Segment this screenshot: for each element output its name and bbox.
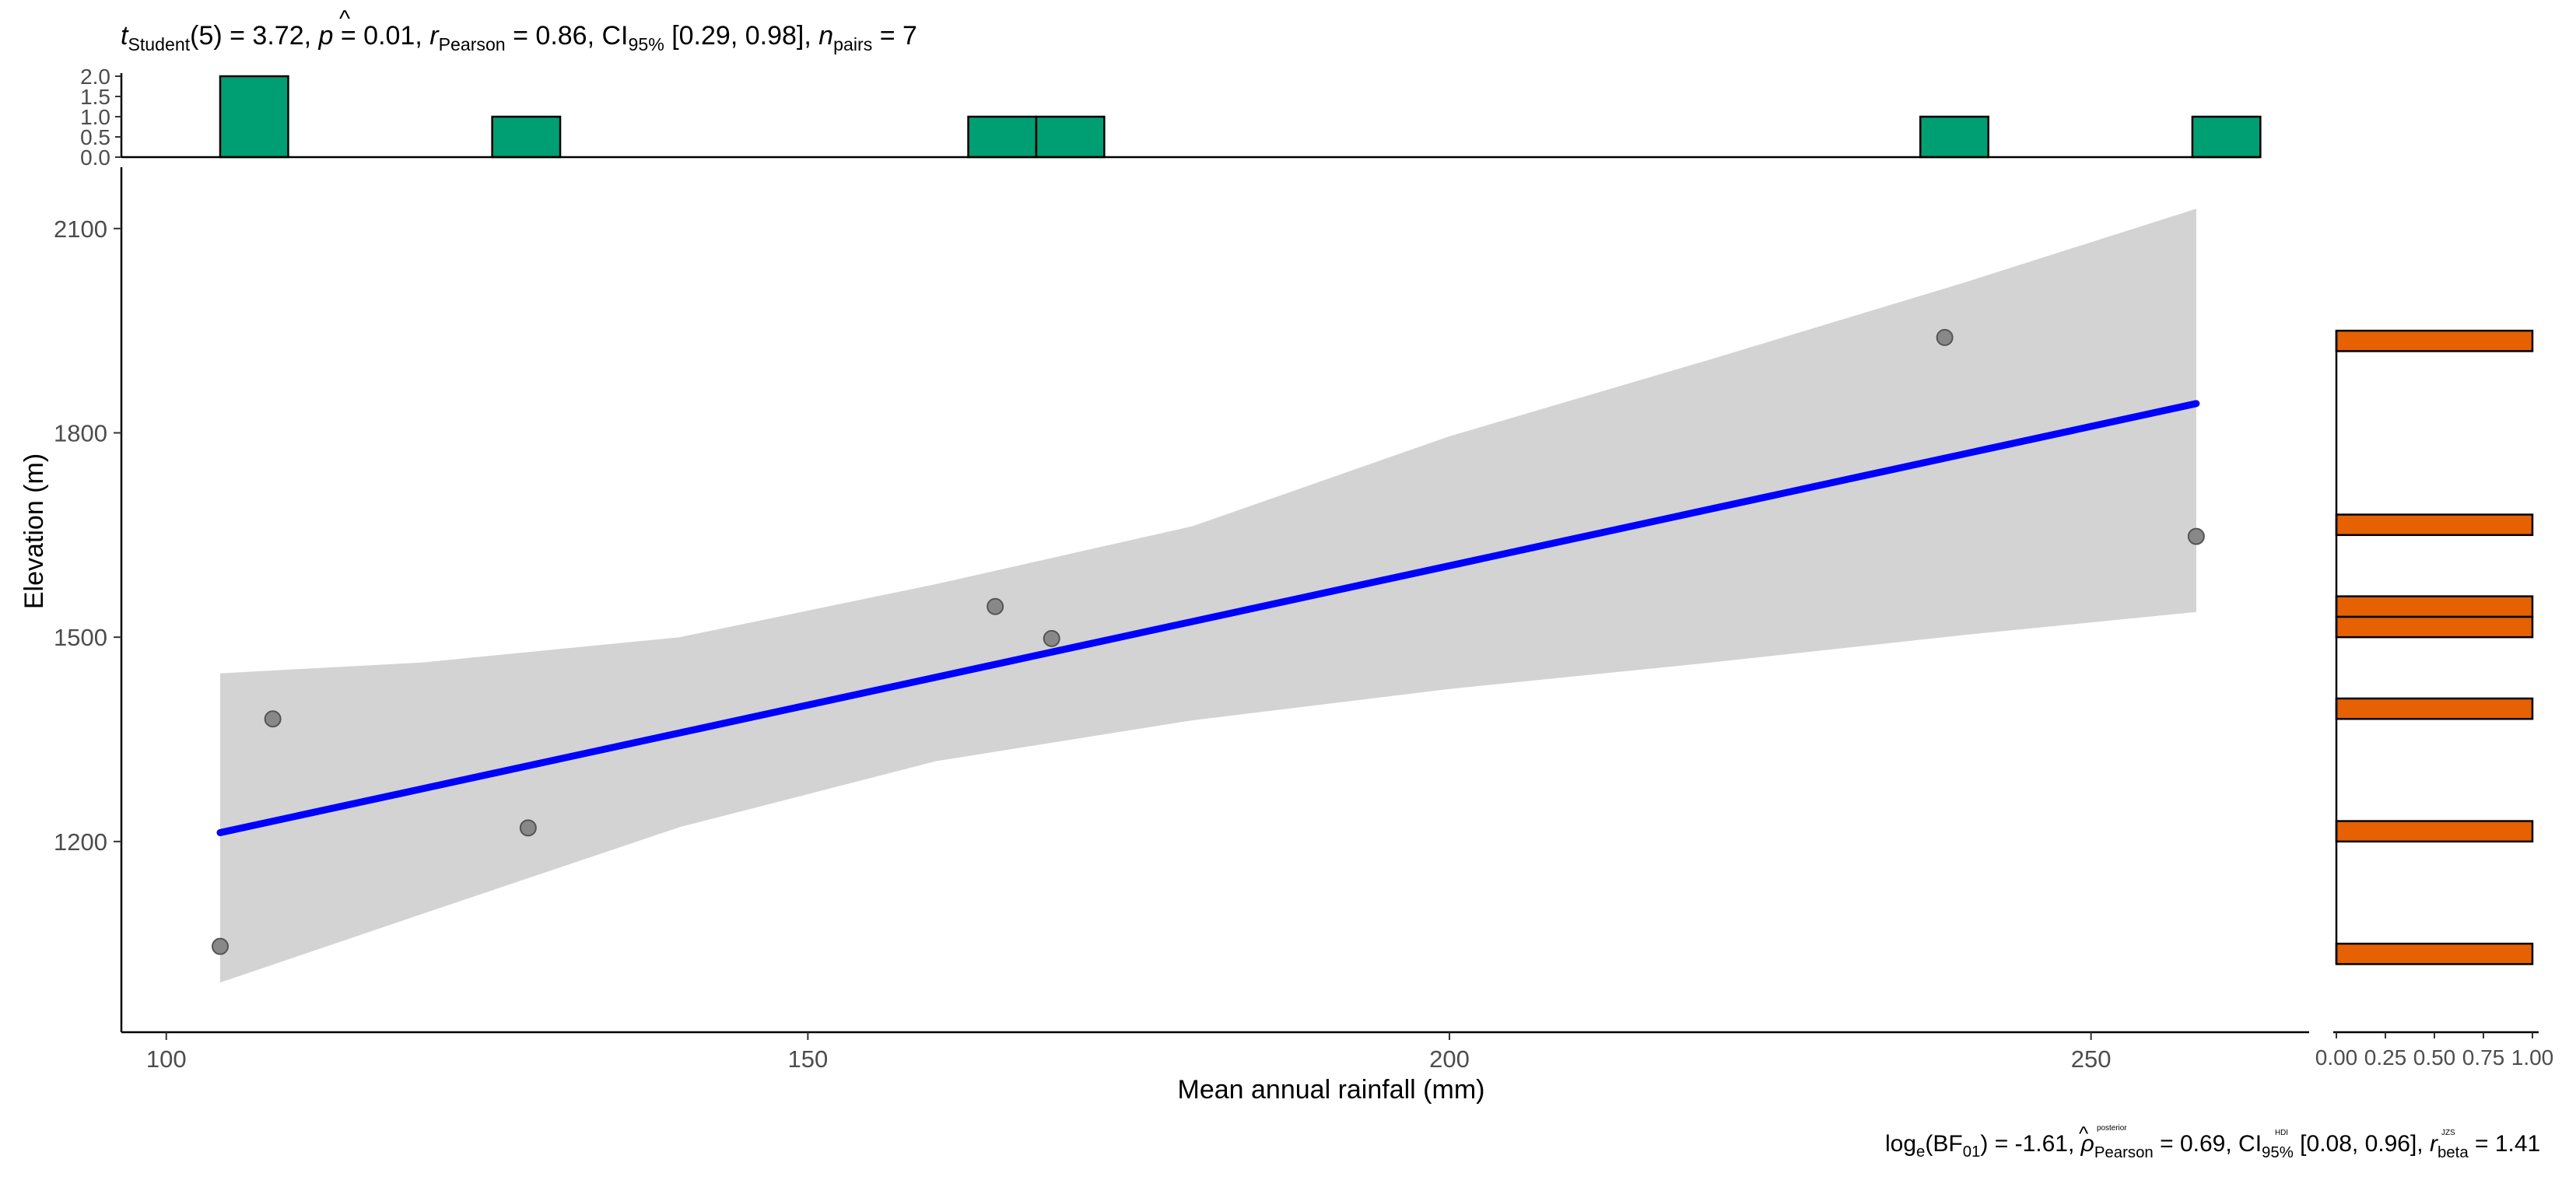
caption-bf: (BF: [1925, 1131, 1962, 1157]
caption-hdi-subscript: 95%: [2262, 1144, 2294, 1161]
y-hist-tick-label-0: 0.00: [2315, 1045, 2358, 1070]
x-tick-label-150: 150: [787, 1045, 828, 1073]
y-hist-tick-label-3: 0.75: [2462, 1045, 2505, 1070]
scatter-panel: 100 150 200 250 1200 1500 1800 2100: [54, 167, 2309, 1073]
x-tick-label-250: 250: [2071, 1045, 2112, 1073]
x-hist-bar-12: [967, 115, 1038, 159]
x-hist-tick-label-2: 1.0: [80, 105, 110, 129]
y-marginal-histogram: 0.00 0.25 0.50 0.75 1.00: [2315, 329, 2554, 1070]
data-points: [211, 328, 2205, 955]
caption-hdi-value: [0.08, 0.96],: [2294, 1131, 2430, 1157]
data-point-1: [211, 937, 229, 955]
x-hist-tick-label-1: 0.5: [80, 125, 110, 149]
p-label: p: [318, 21, 334, 51]
y-tick-label-2100: 2100: [54, 215, 107, 243]
r-label: r: [429, 21, 440, 51]
caption-log-subscript: e: [1916, 1143, 1925, 1161]
caption-r-value: = 1.41: [2469, 1131, 2541, 1157]
y-axis-title: Elevation (m): [19, 453, 49, 609]
n-subscript: pairs: [833, 34, 872, 54]
r-hat-accent: ^: [339, 6, 350, 32]
caption-rho-value: = 0.69, CI: [2154, 1131, 2262, 1157]
caption-rho-hat: ^: [2079, 1122, 2089, 1145]
y-tick-label-1500: 1500: [54, 624, 107, 651]
data-point-4: [987, 597, 1004, 615]
t-value: (5) = 3.72,: [190, 21, 318, 51]
y-hist-bar-22: [2335, 513, 2534, 537]
x-tick-label-100: 100: [146, 1045, 187, 1073]
x-hist-bar-5: [491, 115, 562, 159]
y-tick-label-1800: 1800: [54, 419, 107, 446]
caption-rho-subscript: Pearson: [2094, 1144, 2154, 1161]
data-point-5: [1043, 629, 1060, 647]
regression-line: [216, 400, 2200, 836]
x-hist-tick-label-0: 0.0: [80, 145, 110, 170]
main-axes: 100 150 200 250 1200 1500 1800 2100: [54, 167, 2309, 1073]
y-hist-bar-17: [2335, 615, 2534, 639]
x-hist-bar-13: [1035, 115, 1106, 159]
caption-r: r: [2430, 1131, 2438, 1157]
ci-subscript: 95%: [628, 34, 664, 54]
p-value: = 0.01,: [333, 21, 429, 51]
n-value: = 7: [872, 21, 917, 51]
caption-log: log: [1885, 1131, 1916, 1157]
y-hist-tick-label-1: 0.25: [2364, 1045, 2407, 1070]
t-subscript: Student: [128, 34, 190, 54]
caption-r-subscript: beta: [2438, 1144, 2469, 1161]
data-point-2: [264, 710, 282, 728]
x-hist-tick-label-3: 1.5: [80, 85, 110, 109]
data-point-3: [519, 819, 537, 837]
y-hist-bar-1: [2335, 942, 2534, 965]
x-axis-title: Mean annual rainfall (mm): [1178, 1075, 1485, 1105]
x-hist-bar-30: [2191, 115, 2262, 159]
chart-caption: loge(BF01) = -1.61, ρPearson = 0.69, CI9…: [1885, 1131, 2540, 1161]
x-marginal-histogram: 0.00.51.01.52.0: [80, 65, 2262, 170]
caption-bf-subscript: 01: [1963, 1143, 1981, 1161]
y-hist-tick-label-4: 1.00: [2511, 1045, 2554, 1070]
data-point-7: [2187, 527, 2205, 545]
ci-value: [0.29, 0.98],: [664, 21, 818, 51]
y-hist-bar-18: [2335, 595, 2534, 618]
t-label: t: [121, 21, 129, 51]
caption-hdi-superscript: HDI: [2275, 1129, 2288, 1137]
y-hist-bar-7: [2335, 820, 2534, 843]
n-label: n: [818, 21, 833, 51]
y-tick-label-1200: 1200: [54, 828, 107, 856]
caption-r-superscript: JZS: [2441, 1129, 2455, 1137]
y-hist-bar-31: [2335, 329, 2534, 352]
chart-subtitle: tStudent(5) = 3.72, p = 0.01, rPearson =…: [121, 21, 917, 54]
x-hist-bar-1: [219, 75, 289, 159]
confidence-band: [220, 208, 2196, 983]
caption-rho: ρ: [2080, 1131, 2094, 1157]
caption-rho-superscript: posterior: [2097, 1124, 2127, 1133]
caption-bf-value: ) = -1.61,: [1980, 1131, 2080, 1157]
r-value: = 0.86, CI: [506, 21, 629, 51]
r-subscript: Pearson: [439, 34, 506, 54]
y-hist-bar-13: [2335, 697, 2534, 720]
x-tick-label-200: 200: [1429, 1045, 1470, 1073]
x-hist-bar-26: [1919, 115, 1989, 159]
y-hist-tick-label-2: 0.50: [2413, 1045, 2456, 1070]
x-hist-tick-label-4: 2.0: [80, 65, 110, 89]
data-point-6: [1936, 328, 1954, 346]
